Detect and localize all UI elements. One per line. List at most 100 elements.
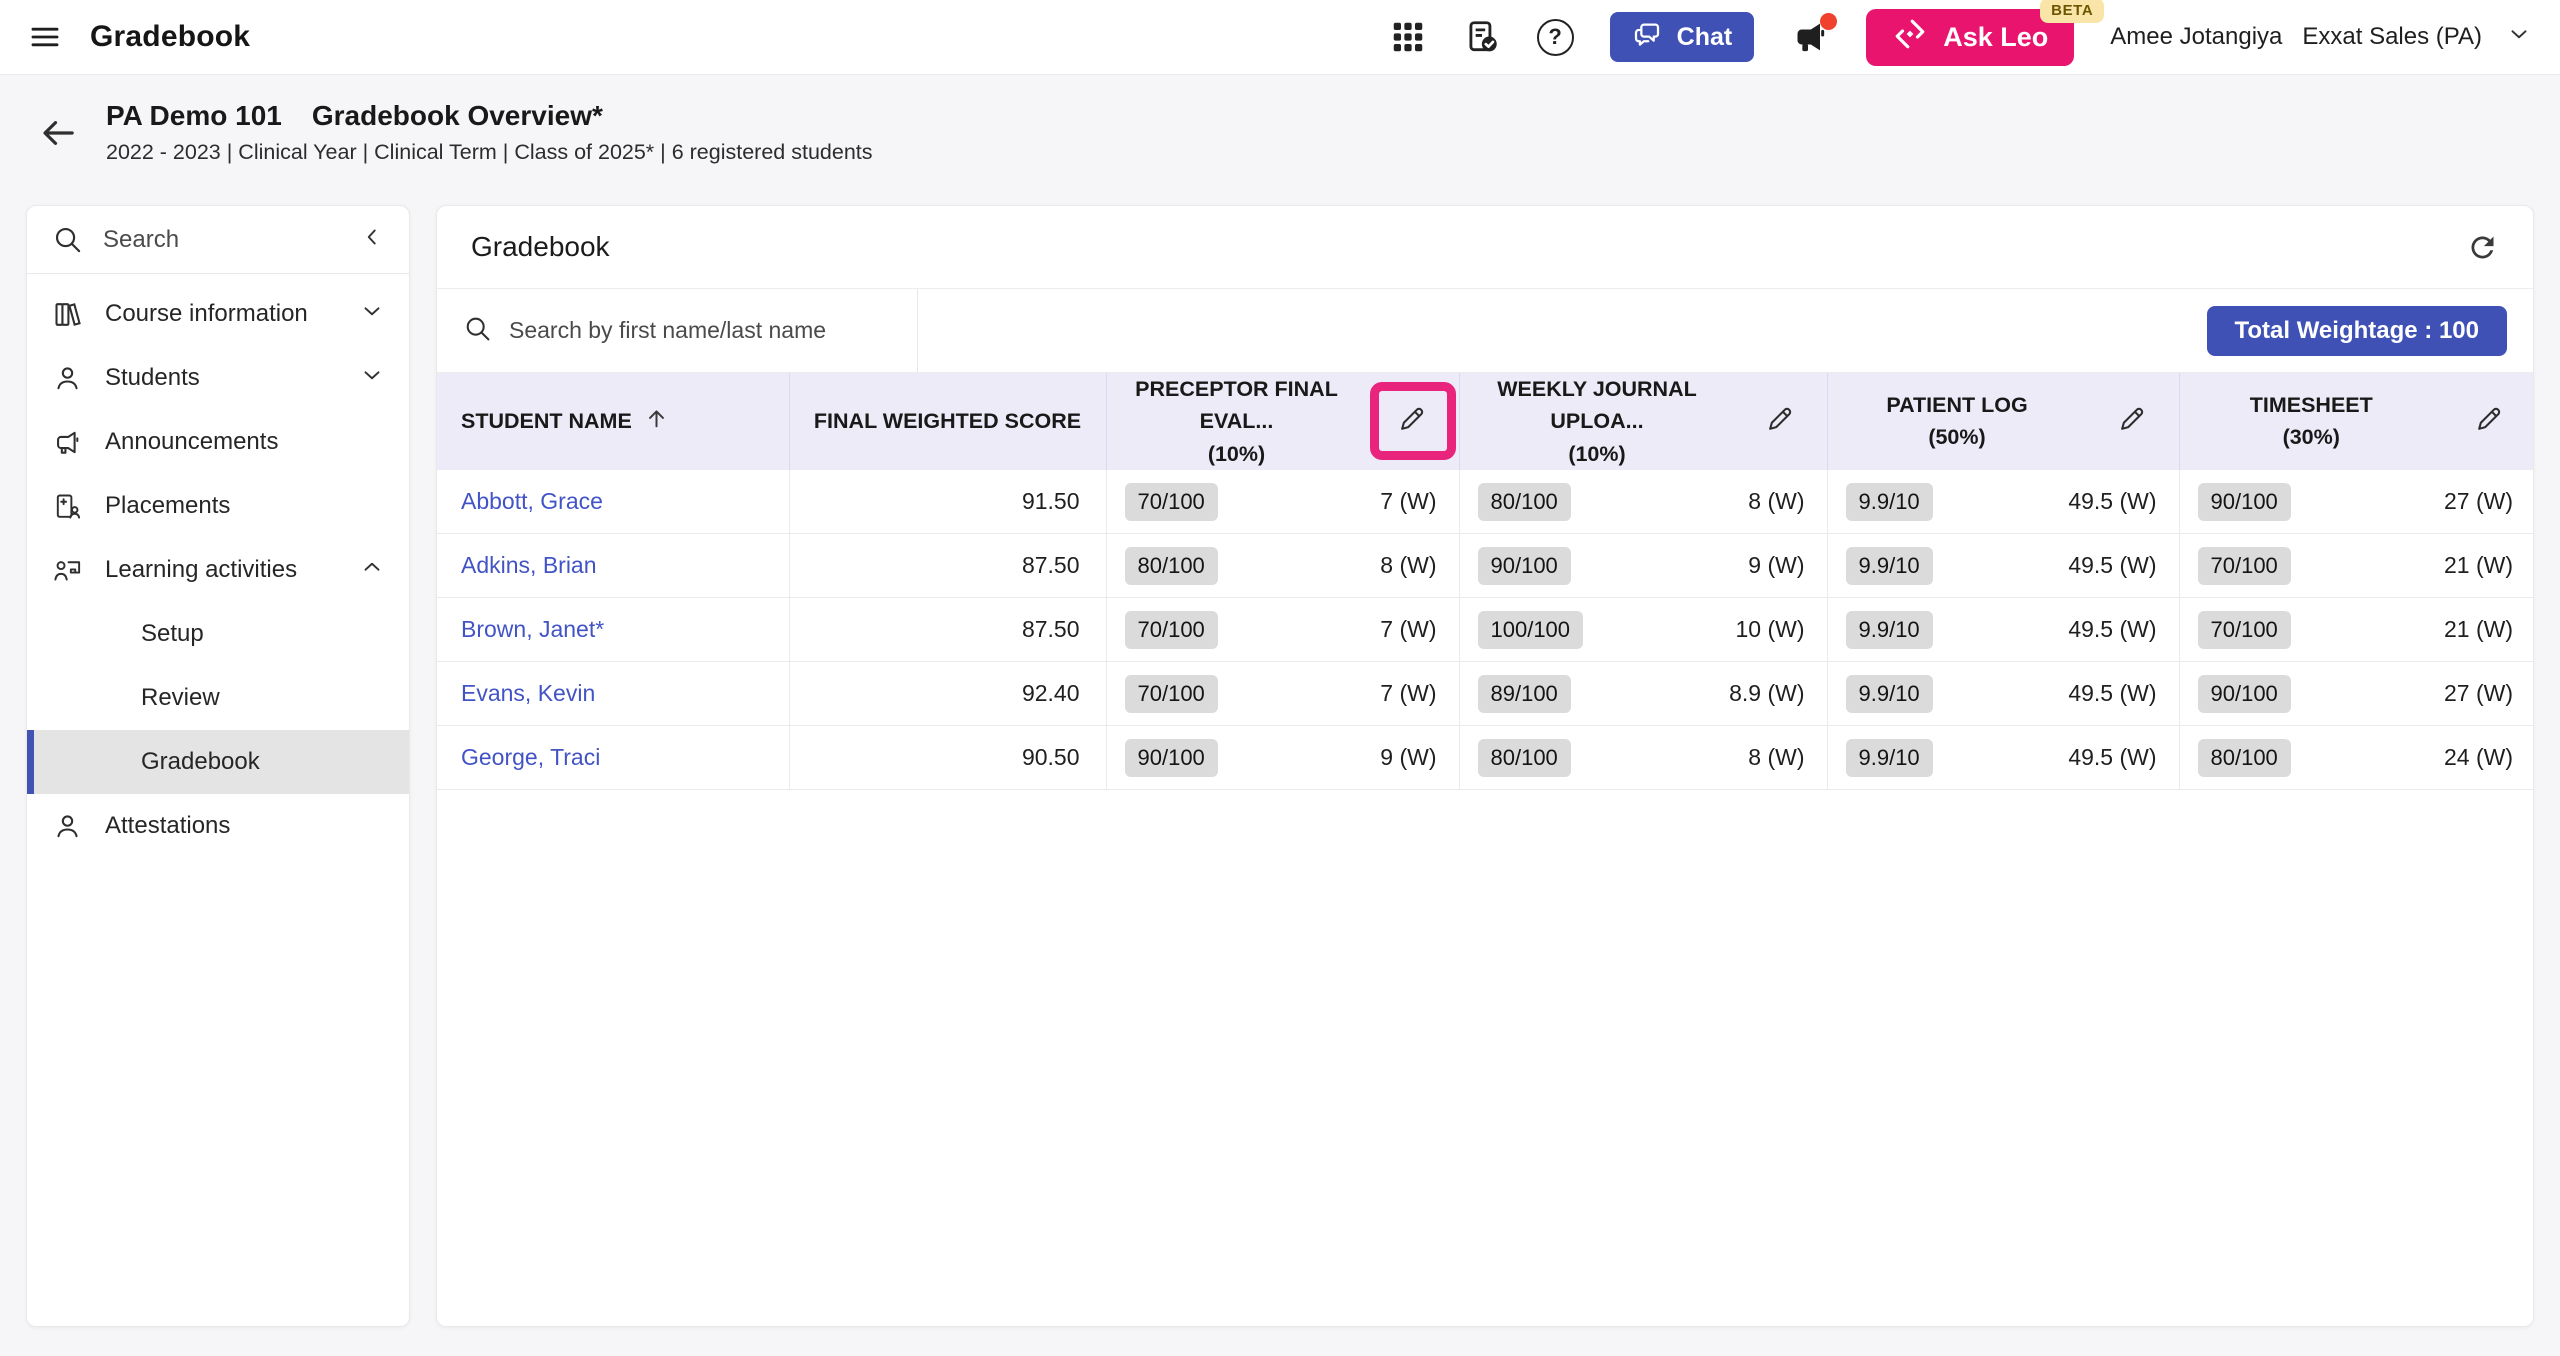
user-name: Amee Jotangiya [2110,23,2282,51]
student-search [437,289,918,372]
sidebar-item-learning-activities[interactable]: Learning activities [27,538,409,602]
score-chip[interactable]: 100/100 [1478,611,1584,649]
column-weekly-journal-upload[interactable]: WEEKLY JOURNAL UPLOA... (10%) [1459,373,1827,470]
column-final-weighted-score[interactable]: FINAL WEIGHTED SCORE [789,373,1106,470]
weighted-score: 27 (W) [2444,680,2513,707]
sidebar-item-course-information[interactable]: Course information [27,282,409,346]
edit-pencil-icon[interactable] [1764,402,1797,441]
grade-cell: 70/1007 (W) [1106,598,1459,662]
score-chip[interactable]: 80/100 [1478,739,1571,777]
score-chip[interactable]: 9.9/10 [1846,611,1933,649]
grade-cell: 70/10021 (W) [2179,598,2534,662]
score-chip[interactable]: 90/100 [1478,547,1571,585]
score-chip[interactable]: 70/100 [1125,675,1218,713]
table-row: Abbott, Grace91.5070/1007 (W)80/1008 (W)… [437,470,2534,534]
grade-cell: 90/10027 (W) [2179,470,2534,534]
weighted-score: 49.5 (W) [2068,744,2156,771]
score-chip[interactable]: 90/100 [2198,675,2291,713]
sidebar-search[interactable]: Search [27,206,409,274]
score-chip[interactable]: 90/100 [2198,483,2291,521]
table-row: George, Traci90.5090/1009 (W)80/1008 (W)… [437,726,2534,790]
weighted-score: 8 (W) [1748,488,1804,515]
column-timesheet[interactable]: TIMESHEET (30%) [2179,373,2534,470]
grade-cell: 80/10024 (W) [2179,726,2534,790]
refresh-icon[interactable] [2466,231,2499,264]
score-chip[interactable]: 70/100 [2198,547,2291,585]
edit-highlight-box [1370,382,1456,460]
score-chip[interactable]: 80/100 [2198,739,2291,777]
sort-ascending-icon[interactable] [644,406,669,437]
grade-cell: 9.9/1049.5 (W) [1827,662,2179,726]
announcements-bell-icon[interactable] [1790,17,1830,57]
edit-pencil-icon[interactable] [2116,402,2149,441]
student-link[interactable]: Adkins, Brian [461,552,597,578]
sidebar-item-attestations[interactable]: Attestations [27,794,409,858]
score-chip[interactable]: 80/100 [1125,547,1218,585]
person-icon [51,363,83,394]
score-chip[interactable]: 9.9/10 [1846,547,1933,585]
sidebar-item-review[interactable]: Review [27,666,409,730]
user-menu[interactable]: Amee Jotangiya Exxat Sales (PA) [2110,21,2532,54]
hamburger-menu-icon[interactable] [28,20,62,54]
student-link[interactable]: George, Traci [461,744,600,770]
sidebar-item-gradebook[interactable]: Gradebook [27,730,409,794]
person-icon [51,811,83,842]
column-preceptor-final-eval[interactable]: PRECEPTOR FINAL EVAL... (10%) [1106,373,1459,470]
beta-badge: BETA [2040,0,2104,23]
grade-cell: 70/100 7 (W) [1106,662,1459,726]
student-search-input[interactable] [509,317,891,344]
back-arrow-icon[interactable] [38,113,78,153]
weighted-score: 9 (W) [1380,744,1436,771]
notification-dot [1820,13,1837,30]
student-link[interactable]: Evans, Kevin [461,680,595,706]
column-student-name[interactable]: STUDENT NAME [437,373,789,470]
weighted-score: 49.5 (W) [2068,488,2156,515]
score-chip[interactable]: 9.9/10 [1846,739,1933,777]
grade-cell: 9.9/10 49.5 (W) [1827,726,2179,790]
sidebar-search-label: Search [103,226,339,254]
weighted-score: 21 (W) [2444,552,2513,579]
grade-cell: 70/100 21 (W) [2179,534,2534,598]
table-row: Evans, Kevin92.4070/1007 (W)89/1008.9 (W… [437,662,2534,726]
chevron-up-icon [359,554,385,587]
ask-leo-button[interactable]: Ask Leo BETA [1866,9,2074,66]
sidebar-item-placements[interactable]: Placements [27,474,409,538]
tasks-check-icon[interactable] [1463,18,1501,56]
weighted-score: 7 (W) [1380,680,1436,707]
chat-button[interactable]: Chat [1610,12,1755,62]
edit-pencil-icon[interactable] [1396,402,1429,441]
chevron-down-icon [359,298,385,331]
column-patient-log[interactable]: PATIENT LOG (50%) [1827,373,2179,470]
score-chip[interactable]: 9.9/10 [1846,483,1933,521]
score-chip[interactable]: 90/100 [1125,739,1218,777]
sidebar-item-setup[interactable]: Setup [27,602,409,666]
search-icon [51,224,83,255]
score-chip[interactable]: 70/100 [1125,483,1218,521]
score-chip[interactable]: 89/100 [1478,675,1571,713]
chevron-down-icon [359,362,385,395]
help-icon[interactable]: ? [1537,19,1574,56]
student-link[interactable]: Abbott, Grace [461,488,603,514]
weighted-score: 8 (W) [1380,552,1436,579]
chat-bubbles-icon [1632,18,1664,57]
grade-cell: 9.9/10 49.5 (W) [1827,470,2179,534]
score-chip[interactable]: 70/100 [1125,611,1218,649]
score-chip[interactable]: 70/100 [2198,611,2291,649]
books-icon [51,299,83,330]
gradebook-table: STUDENT NAME FINAL WEIGHTED SCORE PRECEP [437,373,2534,790]
grade-cell: 100/100 10 (W) [1459,598,1827,662]
sidebar-item-announcements[interactable]: Announcements [27,410,409,474]
collapse-sidebar-icon[interactable] [359,224,385,255]
weighted-score: 10 (W) [1736,616,1805,643]
sidebar-item-students[interactable]: Students [27,346,409,410]
edit-pencil-icon[interactable] [2473,402,2506,441]
student-name-cell: Adkins, Brian [437,534,789,598]
total-weightage-button[interactable]: Total Weightage : 100 [2207,306,2508,356]
score-chip[interactable]: 80/100 [1478,483,1571,521]
student-link[interactable]: Brown, Janet* [461,616,604,642]
apps-grid-icon[interactable] [1389,18,1427,56]
grade-cell: 80/1008 (W) [1459,726,1827,790]
score-chip[interactable]: 9.9/10 [1846,675,1933,713]
sidebar: Search Course information Students [26,205,410,1327]
megaphone-icon [51,427,83,458]
